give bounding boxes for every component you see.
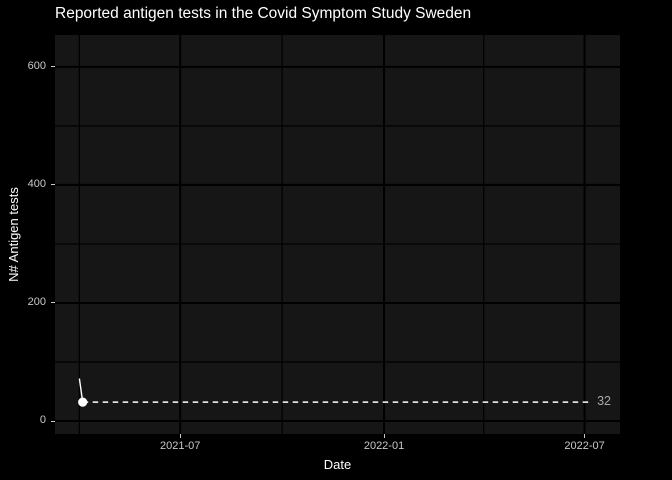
x-tick-label: 2022-01 (363, 440, 405, 452)
y-tick-mark (51, 420, 55, 422)
series-end-point (78, 397, 88, 407)
x-tick-mark (383, 434, 385, 438)
chart-title: Reported antigen tests in the Covid Symp… (55, 5, 472, 22)
x-axis-title: Date (323, 457, 352, 472)
x-tick-mark (179, 434, 181, 438)
y-tick-label: 600 (27, 59, 46, 72)
x-tick-label: 2021-07 (159, 440, 201, 452)
y-axis-title-wrap: N# Antigen tests (0, 35, 26, 434)
annotation-value-label: 32 (597, 394, 611, 409)
y-tick-mark (51, 184, 55, 186)
y-tick-label: 0 (39, 414, 46, 426)
plot-panel (55, 35, 620, 434)
y-tick-label: 200 (27, 295, 46, 308)
y-axis-title: N# Antigen tests (5, 187, 21, 282)
plot-svg (55, 35, 620, 434)
x-tick-label: 2022-07 (564, 440, 605, 452)
y-tick-mark (51, 302, 55, 304)
x-tick-mark (584, 434, 586, 438)
y-tick-mark (51, 66, 55, 68)
y-tick-label: 400 (27, 177, 46, 190)
